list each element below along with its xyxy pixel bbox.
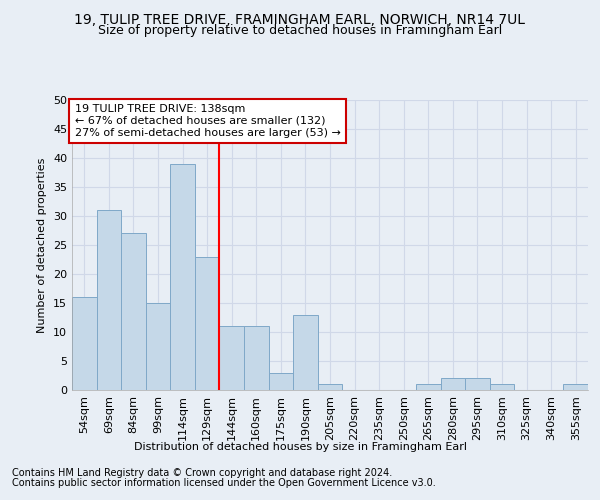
Text: Distribution of detached houses by size in Framingham Earl: Distribution of detached houses by size … [133,442,467,452]
Bar [293,314,318,390]
Bar [121,234,146,390]
Bar [170,164,195,390]
Bar [490,384,514,390]
Text: Contains HM Land Registry data © Crown copyright and database right 2024.: Contains HM Land Registry data © Crown c… [12,468,392,477]
Bar [195,256,220,390]
Bar [416,384,440,390]
Y-axis label: Number of detached properties: Number of detached properties [37,158,47,332]
Bar [269,372,293,390]
Bar [146,303,170,390]
Bar [72,297,97,390]
Bar [318,384,342,390]
Text: 19, TULIP TREE DRIVE, FRAMINGHAM EARL, NORWICH, NR14 7UL: 19, TULIP TREE DRIVE, FRAMINGHAM EARL, N… [74,12,526,26]
Bar [220,326,244,390]
Bar [97,210,121,390]
Bar [244,326,269,390]
Text: Contains public sector information licensed under the Open Government Licence v3: Contains public sector information licen… [12,478,436,488]
Bar [440,378,465,390]
Bar [465,378,490,390]
Text: 19 TULIP TREE DRIVE: 138sqm
← 67% of detached houses are smaller (132)
27% of se: 19 TULIP TREE DRIVE: 138sqm ← 67% of det… [74,104,340,138]
Text: Size of property relative to detached houses in Framingham Earl: Size of property relative to detached ho… [98,24,502,37]
Bar [563,384,588,390]
